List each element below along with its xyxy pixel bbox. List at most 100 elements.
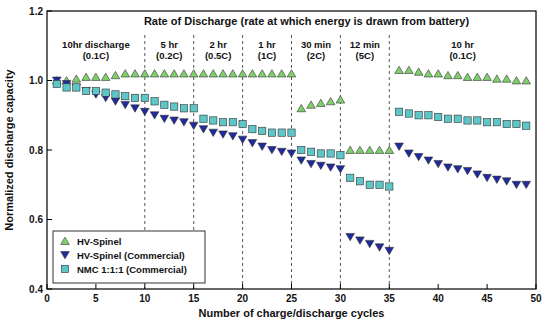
point	[258, 70, 267, 77]
point	[356, 178, 363, 185]
point	[326, 97, 335, 104]
point	[512, 181, 521, 188]
point	[92, 87, 99, 94]
point	[298, 146, 305, 153]
point	[414, 154, 423, 161]
point	[122, 92, 129, 99]
x-tick-label: 40	[433, 293, 445, 304]
point	[405, 66, 414, 73]
point	[307, 101, 316, 108]
point	[483, 119, 490, 126]
point	[522, 77, 531, 84]
y-tick	[47, 219, 52, 220]
point	[160, 70, 169, 77]
point	[523, 122, 530, 129]
point	[356, 146, 365, 153]
point	[238, 136, 247, 143]
rate-label: 2 hr	[209, 39, 227, 50]
point	[365, 146, 374, 153]
point	[180, 70, 189, 77]
x-tick	[389, 284, 390, 289]
point	[190, 105, 197, 112]
point	[493, 75, 502, 82]
rate-label: 12 min	[350, 39, 380, 50]
point	[210, 117, 217, 124]
point	[473, 171, 482, 178]
x-tick	[47, 284, 48, 289]
point	[454, 115, 461, 122]
point	[444, 71, 453, 78]
rate-label: 10hr discharge	[62, 39, 130, 50]
point	[483, 174, 492, 181]
y-tick	[47, 80, 52, 81]
legend-label: NMC 1:1:1 (Commercial)	[77, 264, 187, 275]
point	[151, 98, 158, 105]
point	[502, 75, 511, 82]
point	[200, 115, 207, 122]
point	[288, 129, 295, 136]
point	[513, 120, 520, 127]
legend-marker	[61, 252, 70, 259]
point	[131, 70, 140, 77]
point	[268, 147, 277, 154]
point	[405, 110, 412, 117]
point	[239, 120, 246, 127]
point	[464, 117, 471, 124]
rate-label: 1 hr	[258, 39, 276, 50]
legend-label: HV-Spinel (Commercial)	[77, 250, 185, 261]
point	[209, 70, 218, 77]
point	[375, 244, 384, 251]
point	[111, 71, 120, 78]
x-tick-label: 10	[139, 293, 151, 304]
point	[385, 146, 394, 153]
point	[63, 84, 70, 91]
point	[82, 87, 89, 94]
point	[346, 233, 355, 240]
point	[229, 70, 238, 77]
point	[512, 77, 521, 84]
y-tick	[47, 11, 52, 12]
y-axis-label: Normalized discharge capacity	[3, 68, 15, 230]
point	[82, 73, 91, 80]
background	[0, 0, 551, 332]
point	[101, 73, 110, 80]
x-tick	[193, 284, 194, 289]
point	[434, 160, 443, 167]
x-tick	[242, 284, 243, 289]
point	[111, 98, 120, 105]
point	[474, 117, 481, 124]
point	[287, 70, 296, 77]
legend-box	[53, 231, 205, 283]
point	[435, 113, 442, 120]
point	[356, 237, 365, 244]
point	[268, 70, 277, 77]
point	[297, 104, 306, 111]
point	[150, 70, 159, 77]
point	[444, 164, 453, 171]
x-tick	[438, 284, 439, 289]
x-axis-label: Number of charge/discharge cycles	[199, 307, 385, 319]
legend-label: HV-Spinel	[77, 236, 121, 247]
rate-boundary	[340, 35, 341, 289]
point	[317, 150, 324, 157]
point	[317, 99, 326, 106]
x-tick-label: 35	[384, 293, 396, 304]
point	[277, 70, 286, 77]
rate-label: (0.2C)	[156, 50, 182, 61]
point	[131, 94, 138, 101]
point	[180, 105, 187, 112]
point	[415, 112, 422, 119]
point	[170, 103, 177, 110]
point	[405, 150, 414, 157]
rate-label: 5 hr	[161, 39, 179, 50]
point	[258, 143, 267, 150]
point	[141, 108, 150, 115]
point	[248, 140, 257, 147]
point	[209, 129, 218, 136]
point	[424, 70, 433, 77]
x-tick-label: 20	[237, 293, 249, 304]
x-tick-label: 0	[44, 293, 50, 304]
point	[170, 117, 179, 124]
point	[326, 164, 335, 171]
x-tick-label: 30	[335, 293, 347, 304]
